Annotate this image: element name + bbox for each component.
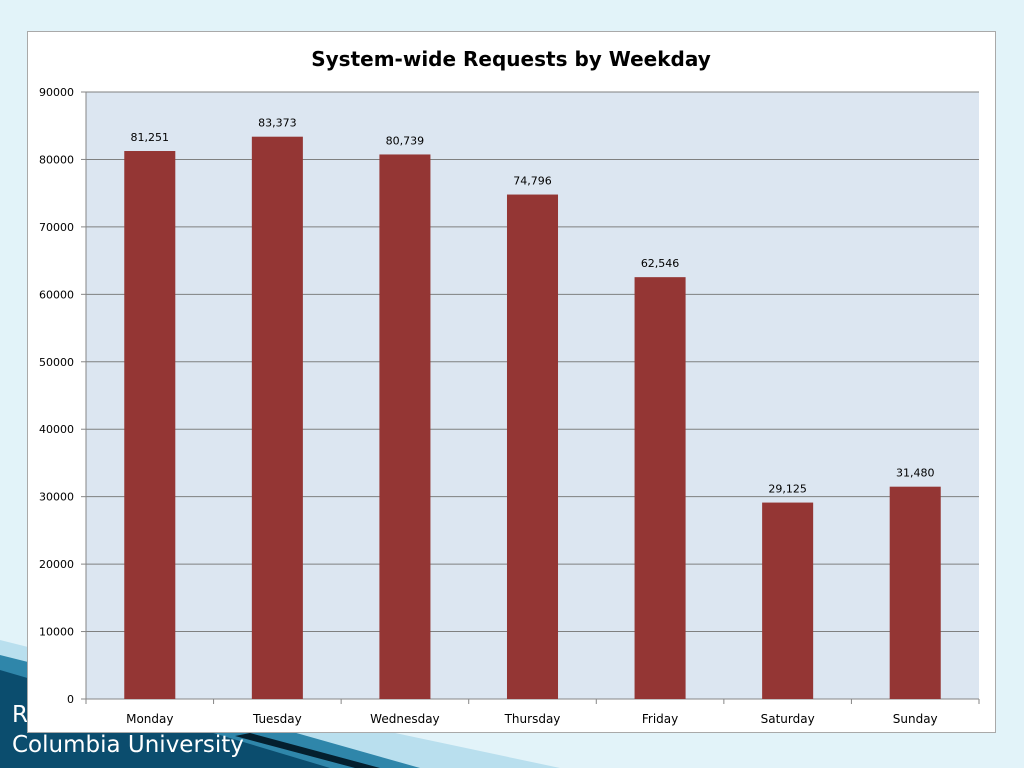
bar-saturday xyxy=(762,502,814,699)
x-tick-label: Saturday xyxy=(761,712,815,726)
x-tick-label: Thursday xyxy=(504,712,561,726)
bar-friday xyxy=(634,277,686,699)
y-tick-label: 0 xyxy=(67,693,74,706)
y-tick-label: 60000 xyxy=(39,288,74,301)
y-tick-label: 90000 xyxy=(39,86,74,99)
y-tick-label: 70000 xyxy=(39,221,74,234)
chart-frame: System-wide Requests by Weekday 0 10000 20… xyxy=(27,31,996,733)
bar-thursday xyxy=(506,194,559,699)
bar-tuesday xyxy=(251,136,303,699)
chart-title: System-wide Requests by Weekday xyxy=(311,47,711,71)
data-label: 31,480 xyxy=(896,467,935,480)
plot-area: 0 10000 20000 30000 40000 50000 60000 70000 8000… xyxy=(39,86,980,726)
slide-accent-stripe xyxy=(235,733,380,768)
x-tick-label: Wednesday xyxy=(370,712,439,726)
y-tick-label: 50000 xyxy=(39,356,74,369)
bar-wednesday xyxy=(379,154,431,699)
y-tick-label: 20000 xyxy=(39,558,74,571)
data-label: 29,125 xyxy=(768,483,807,496)
footer-line-1: R xyxy=(12,702,28,728)
data-label: 74,796 xyxy=(513,175,552,188)
data-label: 81,251 xyxy=(131,131,170,144)
y-tick-label: 10000 xyxy=(39,626,74,639)
data-label: 80,739 xyxy=(386,134,425,147)
y-tick-label: 30000 xyxy=(39,491,74,504)
y-tick-label: 40000 xyxy=(39,423,74,436)
bar-monday xyxy=(124,151,176,699)
bar-chart: System-wide Requests by Weekday 0 10000 20… xyxy=(39,47,980,726)
x-tick-label: Monday xyxy=(126,712,173,726)
data-label: 62,546 xyxy=(641,257,680,270)
x-tick-label: Sunday xyxy=(893,712,938,726)
y-tick-label: 80000 xyxy=(39,153,74,166)
footer-line-2: Columbia University xyxy=(12,732,244,758)
bar-sunday xyxy=(889,486,941,699)
x-tick-label: Tuesday xyxy=(252,712,302,726)
slide-footer: R Columbia University xyxy=(12,702,244,761)
x-tick-label: Friday xyxy=(642,712,678,726)
data-label: 83,373 xyxy=(258,117,297,130)
